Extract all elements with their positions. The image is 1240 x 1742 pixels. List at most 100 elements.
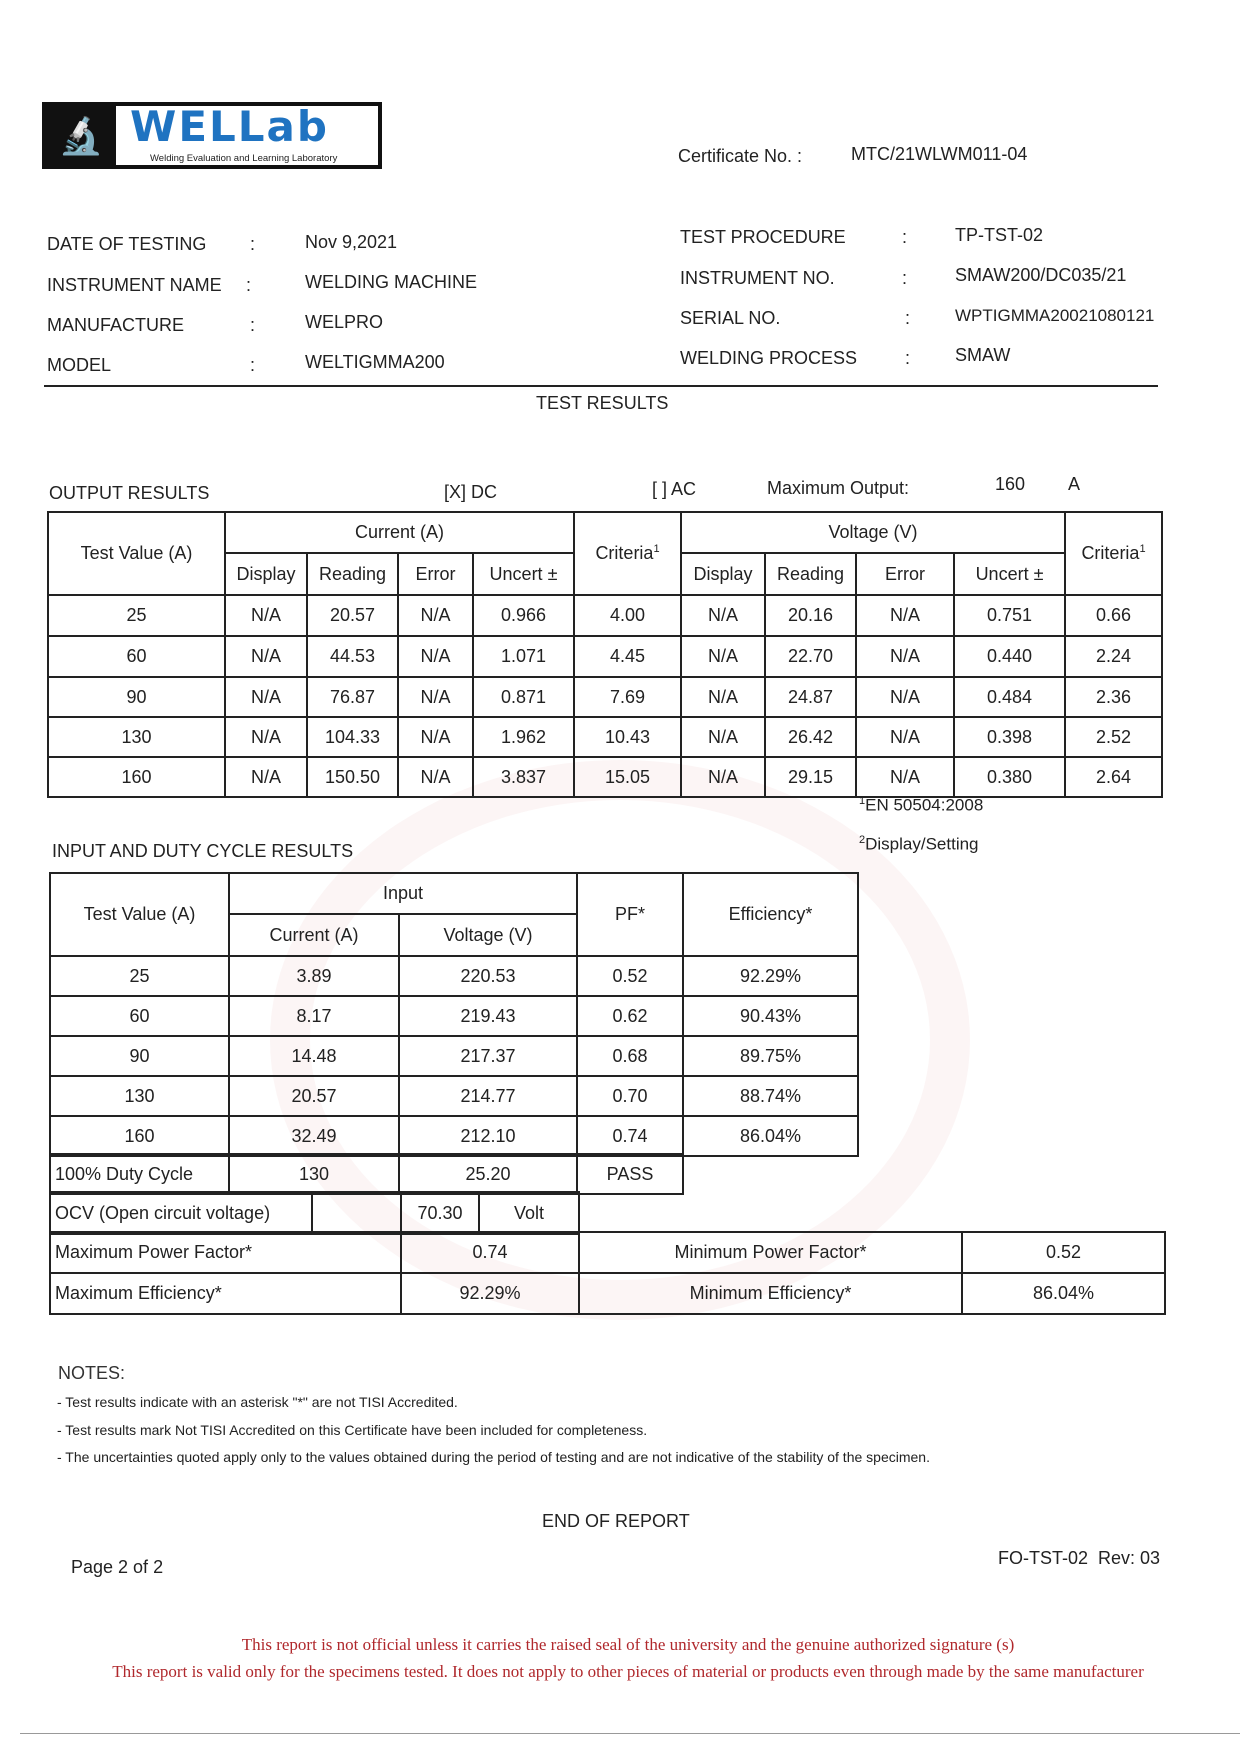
table-cell: N/A xyxy=(855,756,956,798)
table-cell: 2.64 xyxy=(1064,756,1164,798)
microscope-icon: 🔬 xyxy=(46,106,116,165)
table-cell: N/A xyxy=(224,635,308,678)
test-results-title: TEST RESULTS xyxy=(536,393,669,413)
table-cell: 0.440 xyxy=(953,635,1067,678)
table-cell: 104.33 xyxy=(306,716,399,758)
info-label: MANUFACTURE xyxy=(47,315,185,335)
min-eff-label: Minimum Efficiency* xyxy=(578,1272,963,1315)
table-cell: 89.75% xyxy=(682,1035,860,1077)
duty-label: 100% Duty Cycle xyxy=(49,1153,230,1195)
logo-tagline: Welding Evaluation and Learning Laborato… xyxy=(150,153,338,164)
header-input: Input xyxy=(227,872,579,915)
colon: : xyxy=(250,355,256,375)
info-value: WELPRO xyxy=(305,312,384,332)
ac-checkbox: [ ] AC xyxy=(652,479,697,499)
dc-checkbox: [X] DC xyxy=(444,482,498,502)
header-display: Display xyxy=(680,552,767,596)
table-cell: 0.871 xyxy=(471,676,576,718)
colon: : xyxy=(902,268,908,288)
table-cell: 22.70 xyxy=(764,635,858,678)
table-cell: N/A xyxy=(224,594,308,637)
table-row: 160 32.49 212.10 0.74 86.04% xyxy=(49,1115,860,1157)
duty-result: PASS xyxy=(576,1153,684,1195)
info-label: DATE OF TESTING xyxy=(47,234,207,254)
table-row: 25 N/A 20.57 N/A 0.966 4.00 N/A 20.16 N/A 0.751 0.… xyxy=(47,594,1164,637)
info-label: INSTRUMENT NAME xyxy=(47,275,222,295)
info-label: WELDING PROCESS xyxy=(680,348,858,368)
table-cell: 90 xyxy=(49,1035,230,1077)
certificate-number: MTC/21WLWM011-04 xyxy=(851,144,1028,164)
table-cell: 214.77 xyxy=(397,1075,579,1117)
table-cell: 0.74 xyxy=(576,1115,685,1157)
table-cell: 32.49 xyxy=(228,1115,400,1157)
table-row: 25 3.89 220.53 0.52 92.29% xyxy=(49,955,860,997)
colon: : xyxy=(250,234,256,254)
table-cell: 92.29% xyxy=(682,955,860,997)
duty-voltage: 25.20 xyxy=(398,1153,578,1195)
table-cell: 20.16 xyxy=(764,594,858,637)
table-cell: N/A xyxy=(224,716,308,758)
ocv-unit: Volt xyxy=(478,1191,580,1235)
duty-cycle-row: 100% Duty Cycle 130 25.20 PASS xyxy=(49,1153,684,1195)
header-current: Current (A) xyxy=(228,913,400,957)
table-cell: 14.48 xyxy=(228,1035,400,1077)
input-results-title: INPUT AND DUTY CYCLE RESULTS xyxy=(52,841,354,861)
ocv-label: OCV (Open circuit voltage) xyxy=(49,1191,313,1235)
table-cell: N/A xyxy=(397,756,474,798)
table-cell: N/A xyxy=(224,756,308,798)
table-row: 90 N/A 76.87 N/A 0.871 7.69 N/A 24.87 N/A 0.484 2.… xyxy=(47,676,1164,718)
table-row: 60 N/A 44.53 N/A 1.071 4.45 N/A 22.70 N/A 0.440 2.… xyxy=(47,635,1164,678)
table-cell: 220.53 xyxy=(397,955,579,997)
table-cell: 0.398 xyxy=(953,716,1067,758)
table-cell: N/A xyxy=(680,716,767,758)
note-item: - Test results mark Not TISI Accredited … xyxy=(57,1422,648,1438)
table-cell: N/A xyxy=(680,635,767,678)
table-cell: 0.751 xyxy=(953,594,1067,637)
header-criteria: Criteria1 xyxy=(573,511,683,596)
table-cell: 0.484 xyxy=(953,676,1067,718)
ocv-value: 70.30 xyxy=(400,1191,480,1235)
disclaimer-line: This report is not official unless it ca… xyxy=(241,1635,1015,1654)
divider xyxy=(44,385,1158,387)
end-of-report: END OF REPORT xyxy=(542,1511,690,1531)
table-row: 130 N/A 104.33 N/A 1.962 10.43 N/A 26.42 N/A 0.39… xyxy=(47,716,1164,758)
table-cell: 1.962 xyxy=(471,716,576,758)
header-test-value: Test Value (A) xyxy=(49,872,230,957)
table-cell: 160 xyxy=(49,1115,230,1157)
info-value: TP-TST-02 xyxy=(955,225,1044,245)
table-cell: N/A xyxy=(680,676,767,718)
note-item: - Test results indicate with an asterisk… xyxy=(57,1394,458,1410)
table-row: 90 14.48 217.37 0.68 89.75% xyxy=(49,1035,860,1077)
header-criteria: Criteria1 xyxy=(1064,511,1164,596)
page-number: Page 2 of 2 xyxy=(71,1557,164,1577)
table-row: 160 N/A 150.50 N/A 3.837 15.05 N/A 29.15 N/A 0.38… xyxy=(47,756,1164,798)
table-cell: 10.43 xyxy=(573,716,683,758)
table-cell: N/A xyxy=(224,676,308,718)
table-cell: 0.62 xyxy=(576,995,685,1037)
header-voltage: Voltage (V) xyxy=(397,913,579,957)
table-cell: 2.36 xyxy=(1064,676,1164,718)
header-pf: PF* xyxy=(576,872,685,957)
colon: : xyxy=(905,348,911,368)
table-cell: 76.87 xyxy=(306,676,399,718)
table-cell: N/A xyxy=(855,635,956,678)
table-cell: 2.52 xyxy=(1064,716,1164,758)
table-cell: 8.17 xyxy=(228,995,400,1037)
table-cell: 0.380 xyxy=(953,756,1067,798)
max-eff-label: Maximum Efficiency* xyxy=(49,1272,402,1315)
table-cell: 0.68 xyxy=(576,1035,685,1077)
table-cell: N/A xyxy=(397,676,474,718)
table-cell: 0.70 xyxy=(576,1075,685,1117)
table-cell: 60 xyxy=(47,635,226,678)
table-cell: 0.966 xyxy=(471,594,576,637)
max-pf-value: 0.74 xyxy=(400,1231,580,1274)
ocv-row: OCV (Open circuit voltage) 70.30 Volt xyxy=(49,1191,580,1235)
table-cell: N/A xyxy=(680,594,767,637)
table-cell: N/A xyxy=(855,716,956,758)
min-pf-label: Minimum Power Factor* xyxy=(578,1231,963,1274)
table-cell: 212.10 xyxy=(397,1115,579,1157)
table-cell: 219.43 xyxy=(397,995,579,1037)
table-cell: 150.50 xyxy=(306,756,399,798)
table-cell: 1.071 xyxy=(471,635,576,678)
table-cell: 44.53 xyxy=(306,635,399,678)
